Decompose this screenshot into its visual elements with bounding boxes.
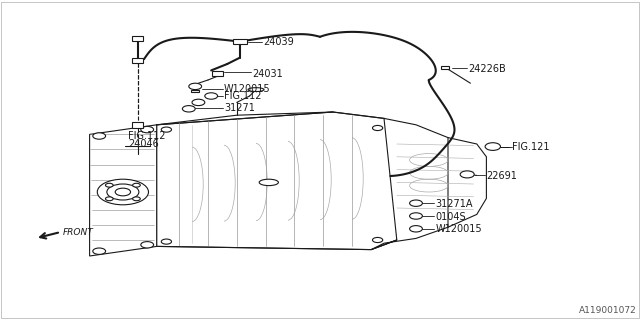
Ellipse shape: [248, 88, 264, 92]
Circle shape: [189, 83, 202, 90]
Circle shape: [372, 237, 383, 243]
Circle shape: [485, 143, 500, 150]
Polygon shape: [157, 112, 397, 250]
Polygon shape: [90, 125, 157, 256]
Circle shape: [106, 183, 113, 187]
Circle shape: [141, 242, 154, 248]
Circle shape: [107, 184, 139, 200]
Bar: [191, 90, 199, 92]
Text: 24046: 24046: [128, 139, 159, 149]
Circle shape: [106, 197, 113, 201]
Bar: [212, 71, 223, 76]
Text: 31271A: 31271A: [435, 199, 473, 209]
Polygon shape: [371, 118, 477, 250]
Circle shape: [93, 133, 106, 139]
Text: FRONT: FRONT: [63, 228, 93, 237]
Bar: [441, 66, 449, 69]
Bar: [233, 39, 247, 44]
Circle shape: [161, 127, 172, 132]
Polygon shape: [448, 138, 486, 227]
Text: FIG.121: FIG.121: [512, 142, 550, 152]
Ellipse shape: [259, 179, 278, 186]
Circle shape: [460, 171, 474, 178]
Bar: [132, 58, 143, 63]
Circle shape: [410, 200, 422, 206]
Text: 24039: 24039: [264, 36, 294, 47]
Circle shape: [97, 179, 148, 205]
Text: A119001072: A119001072: [579, 306, 637, 315]
Circle shape: [205, 93, 218, 99]
Circle shape: [161, 239, 172, 244]
Circle shape: [182, 106, 195, 112]
Bar: [132, 122, 143, 128]
Circle shape: [192, 99, 205, 106]
Circle shape: [372, 125, 383, 131]
Circle shape: [115, 188, 131, 196]
Text: 31271: 31271: [224, 103, 255, 113]
Text: FIG.112: FIG.112: [128, 131, 166, 141]
Text: FIG.112: FIG.112: [224, 91, 262, 101]
Circle shape: [93, 248, 106, 254]
Text: W120015: W120015: [224, 84, 271, 94]
Circle shape: [132, 197, 140, 201]
Text: 24226B: 24226B: [468, 64, 506, 74]
Circle shape: [132, 183, 140, 187]
Text: 0104S: 0104S: [435, 212, 466, 222]
Circle shape: [410, 213, 422, 219]
Text: 24031: 24031: [252, 68, 283, 79]
Circle shape: [410, 226, 422, 232]
Text: W120015: W120015: [435, 224, 482, 235]
Bar: [132, 36, 143, 41]
Circle shape: [141, 126, 154, 133]
Text: 22691: 22691: [486, 171, 517, 181]
